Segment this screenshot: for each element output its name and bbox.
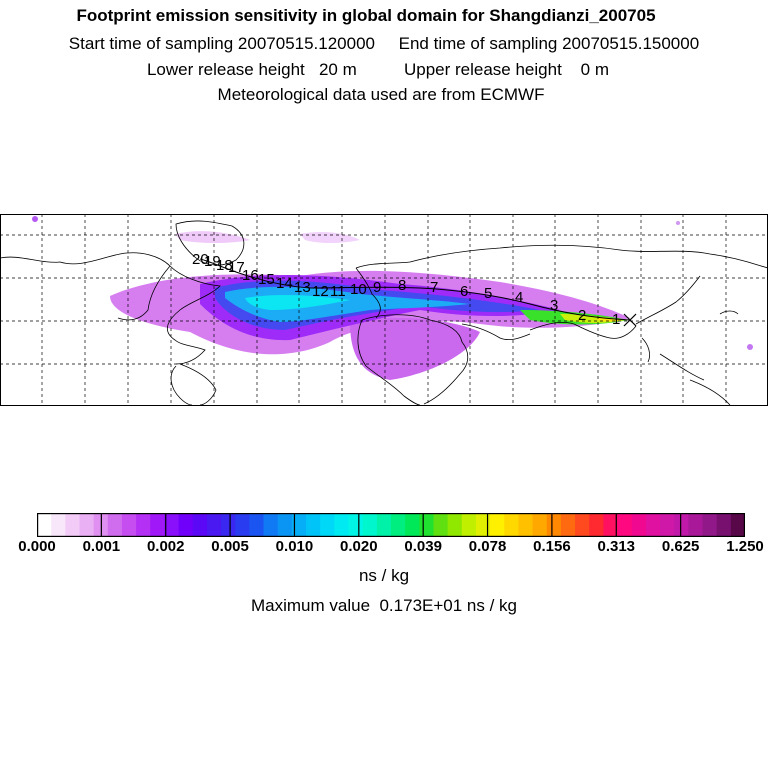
colorbar-swatch <box>603 513 619 537</box>
colorbar-swatch <box>546 513 562 537</box>
colorbar-swatch <box>560 513 576 537</box>
trajectory-label-4: 4 <box>515 289 523 306</box>
colorbar-swatch <box>660 513 675 537</box>
trajectory-label-2: 2 <box>578 307 586 324</box>
colorbar-swatch <box>150 513 166 537</box>
colorbar-tick-label: 0.000 <box>18 538 56 555</box>
colorbar-swatch <box>206 513 222 537</box>
trajectory-label-12: 12 <box>312 283 329 300</box>
colorbar-swatch <box>617 513 633 537</box>
colorbar-swatch <box>65 513 81 537</box>
trajectory-label-20: 20 <box>192 251 209 268</box>
colorbar-swatch <box>504 513 520 537</box>
colorbar-tick-label: 0.156 <box>533 538 571 555</box>
colorbar-swatch <box>37 513 52 537</box>
colorbar-swatch <box>277 513 293 537</box>
plot-title: Footprint emission sensitivity in global… <box>76 6 656 25</box>
colorbar-swatch <box>645 513 661 537</box>
colorbar-swatch <box>575 513 590 537</box>
colorbar-swatch <box>475 513 491 537</box>
colorbar-swatch <box>221 513 236 537</box>
colorbar-tick-label: 0.039 <box>404 538 442 555</box>
colorbar-swatch <box>136 513 151 537</box>
colorbar-tick-label: 0.078 <box>468 538 507 555</box>
world-map: 1 2 3 4 5 6 7 8 9 10 11 12 13 14 15 16 1… <box>0 214 768 406</box>
colorbar-swatch <box>291 513 307 537</box>
trajectory-label-5: 5 <box>484 285 492 302</box>
colorbar-swatch <box>164 513 180 537</box>
colorbar-swatch <box>376 513 392 537</box>
colorbar-swatch <box>362 513 378 537</box>
trajectory-label-6: 6 <box>460 283 468 300</box>
trajectory-label-7: 7 <box>430 279 438 296</box>
colorbar-swatch <box>532 513 548 537</box>
colorbar-swatch <box>518 513 534 537</box>
colorbar-swatch <box>490 513 505 537</box>
colorbar-swatch <box>419 513 435 537</box>
trajectory-label-16: 16 <box>242 267 259 284</box>
trajectory-label-15: 15 <box>258 271 275 288</box>
colorbar-swatch <box>447 513 463 537</box>
colorbar-swatch <box>249 513 265 537</box>
release-height-line: Lower release height 20 m Upper release … <box>146 60 610 79</box>
colorbar-swatch <box>334 513 350 537</box>
colorbar-swatch <box>730 513 745 537</box>
trajectory-label-10: 10 <box>350 281 367 298</box>
station-x-marker <box>623 313 637 327</box>
colorbar-swatch <box>702 513 718 537</box>
colorbar-tick-label: 0.002 <box>146 538 185 555</box>
trajectory-label-19: 19 <box>204 253 221 270</box>
trajectory-label-8: 8 <box>398 277 406 294</box>
trajectory-line <box>199 258 631 321</box>
colorbar-swatch <box>121 513 137 537</box>
colorbar-tick-label: 0.005 <box>211 538 249 555</box>
colorbar-swatch <box>51 513 66 537</box>
colorbar-swatch <box>107 513 123 537</box>
colorbar <box>37 513 745 537</box>
colorbar-tick-label: 0.001 <box>82 538 121 555</box>
trajectory-label-17: 17 <box>228 259 245 276</box>
colorbar-swatch <box>79 513 95 537</box>
colorbar-tick-label: 0.313 <box>597 538 636 555</box>
colorbar-swatch <box>461 513 477 537</box>
met-data-line: Meteorological data used are from ECMWF <box>217 85 545 104</box>
colorbar-swatch <box>688 513 704 537</box>
colorbar-tick-label: 0.625 <box>661 538 700 555</box>
trajectory-label-11: 11 <box>330 283 346 300</box>
colorbar-swatch <box>348 513 364 537</box>
trajectory-label-1: 1 <box>612 311 620 328</box>
colorbar-swatch <box>391 513 406 537</box>
trajectory-label-13: 13 <box>294 279 311 296</box>
colorbar-swatch <box>674 513 689 537</box>
colorbar-swatch <box>716 513 732 537</box>
colorbar-swatch <box>405 513 420 537</box>
colorbar-swatch <box>263 513 279 537</box>
colorbar-swatch <box>235 513 250 537</box>
colorbar-tick-label: 0.020 <box>340 538 378 555</box>
colorbar-swatch <box>320 513 335 537</box>
colorbar-swatch <box>589 513 604 537</box>
coastlines <box>0 220 768 406</box>
colorbar-swatch <box>178 513 194 537</box>
trajectory-label-18: 18 <box>216 257 233 274</box>
colorbar-units: ns / kg <box>358 566 410 585</box>
maximum-value-text: Maximum value 0.173E+01 ns / kg <box>251 596 517 615</box>
colorbar-swatch <box>306 513 321 537</box>
colorbar-swatch <box>631 513 647 537</box>
trajectory-label-3: 3 <box>550 297 558 314</box>
sampling-time-line: Start time of sampling 20070515.120000 E… <box>68 34 700 53</box>
colorbar-frame <box>37 513 745 537</box>
trajectory-label-9: 9 <box>373 279 381 296</box>
colorbar-swatch <box>192 513 208 537</box>
colorbar-swatch <box>433 513 449 537</box>
colorbar-tick-label: 1.250 <box>726 538 764 555</box>
colorbar-tick-label: 0.010 <box>275 538 314 555</box>
trajectory-label-14: 14 <box>276 275 293 292</box>
